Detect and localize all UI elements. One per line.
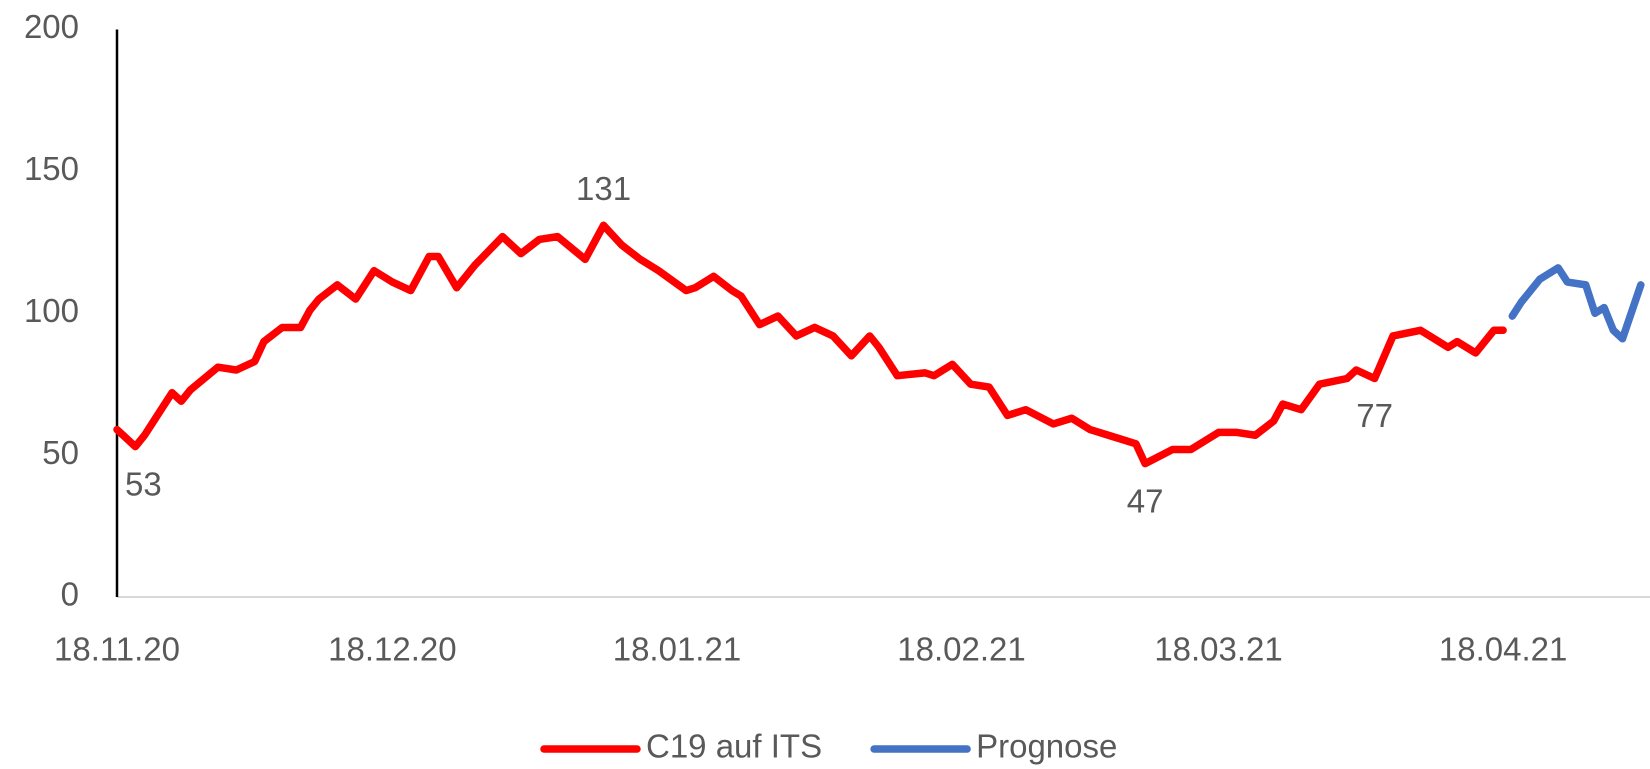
line <box>113 221 1507 468</box>
y-tick-label: 0 <box>61 576 79 613</box>
x-tick-label: 18.02.21 <box>897 631 1025 668</box>
line <box>1508 264 1645 343</box>
x-tick-label: 18.01.21 <box>613 631 741 668</box>
data-label: 77 <box>1356 397 1393 434</box>
y-tick-label: 50 <box>42 434 79 471</box>
x-tick-label: 18.04.21 <box>1439 631 1567 668</box>
legend-label: Prognose <box>976 728 1117 765</box>
data-label: 47 <box>1127 482 1164 519</box>
y-tick-label: 200 <box>24 8 79 45</box>
x-tick-label: 18.11.20 <box>54 631 180 668</box>
data-label: 131 <box>576 170 631 207</box>
x-tick-label: 18.12.20 <box>328 631 456 668</box>
y-tick-label: 150 <box>24 150 79 187</box>
y-tick-label: 100 <box>24 292 79 329</box>
x-tick-label: 18.03.21 <box>1154 631 1282 668</box>
legend-label: C19 auf ITS <box>646 728 822 765</box>
data-label: 53 <box>125 465 162 502</box>
